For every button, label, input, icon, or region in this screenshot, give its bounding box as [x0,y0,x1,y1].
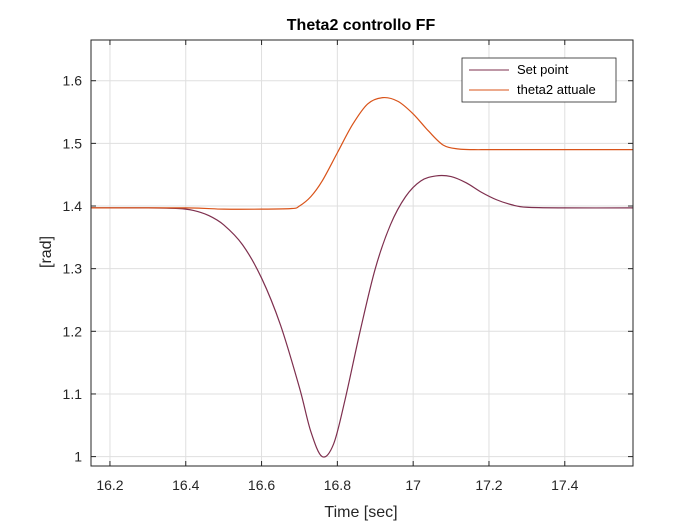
plot-area [91,40,633,466]
x-axis-ticks: 16.2 16.4 16.6 16.8 17 17.2 17.4 [96,40,579,493]
legend: Set point theta2 attuale [461,57,617,103]
x-tick-label: 16.2 [96,477,123,493]
chart-title: Theta2 controllo FF [287,17,436,34]
y-axis-ticks: 1 1.1 1.2 1.3 1.4 1.5 1.6 [63,73,633,465]
series-layer [90,96,634,458]
legend-label-set-point: Set point [517,62,569,77]
legend-box [461,57,617,103]
x-tick-label: 17.2 [475,477,502,493]
y-tick-label: 1.2 [63,323,83,339]
legend-label-theta2-attuale: theta2 attuale [517,82,596,97]
x-axis-label: Time [sec] [324,504,397,521]
y-tick-label: 1.5 [63,135,83,151]
series-line-set-point [90,174,634,458]
x-tick-label: 17.4 [551,477,578,493]
y-tick-label: 1.6 [63,73,83,89]
x-tick-label: 16.6 [248,477,275,493]
x-tick-label: 16.8 [324,477,351,493]
x-tick-label: 17 [405,477,421,493]
y-axis-label: [rad] [38,236,55,268]
x-tick-label: 16.4 [172,477,199,493]
series-line-theta2-attuale [90,96,633,210]
y-tick-label: 1.4 [63,198,83,214]
y-tick-label: 1 [74,449,82,465]
grid [91,40,633,466]
y-tick-label: 1.1 [63,386,83,402]
y-tick-label: 1.3 [63,261,83,277]
axes-box [90,39,634,467]
